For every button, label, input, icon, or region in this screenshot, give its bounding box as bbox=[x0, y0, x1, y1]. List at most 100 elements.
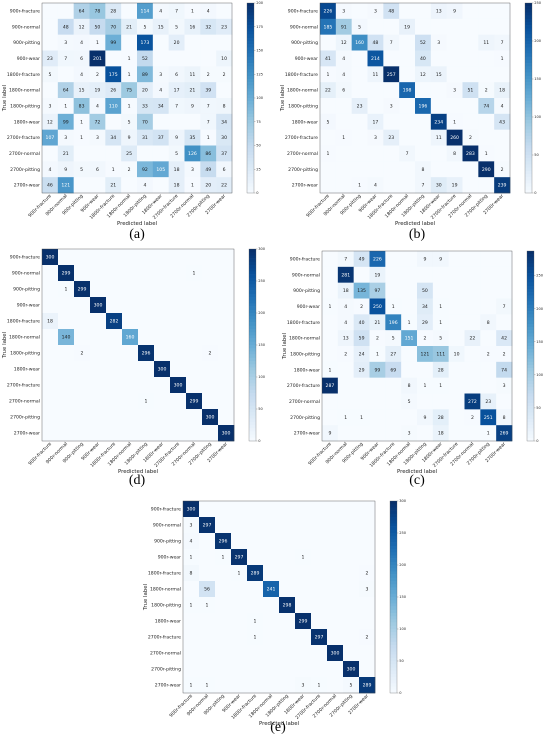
colorbar-segment bbox=[247, 34, 254, 39]
colorbar-segment bbox=[390, 654, 397, 659]
heatmap-cell bbox=[199, 565, 216, 582]
colorbar-segment bbox=[249, 373, 256, 378]
heatmap-cell bbox=[90, 425, 107, 442]
heatmap-cell bbox=[494, 113, 511, 130]
heatmap-cell bbox=[462, 3, 479, 20]
heatmap-cell bbox=[215, 581, 232, 598]
cell-value-label: 6 bbox=[223, 167, 226, 173]
colorbar-segment bbox=[390, 549, 397, 553]
cell-value-label: 1 bbox=[408, 320, 411, 326]
cell-value-label: 99 bbox=[63, 119, 69, 125]
matrix-frame bbox=[321, 250, 513, 442]
y-axis-label: True label bbox=[2, 85, 8, 112]
colorbar-segment bbox=[249, 345, 256, 349]
heatmap-cell bbox=[399, 177, 416, 194]
heatmap-cell bbox=[430, 18, 447, 35]
cell-value-label: 2 bbox=[81, 351, 84, 357]
colorbar-segment bbox=[390, 510, 397, 515]
colorbar-segment bbox=[390, 609, 397, 614]
cell-value-label: 105 bbox=[156, 167, 165, 173]
colorbar-segment bbox=[525, 139, 532, 143]
cell-value-label: 5 bbox=[408, 399, 411, 405]
cell-value-label: 22 bbox=[469, 336, 475, 342]
cell-value-label: 51 bbox=[467, 88, 473, 94]
heatmap-cell bbox=[121, 129, 138, 146]
heatmap-cell bbox=[327, 613, 344, 630]
heatmap-cell bbox=[432, 282, 449, 299]
colorbar-segment bbox=[527, 254, 534, 258]
heatmap-cell bbox=[359, 581, 376, 598]
colorbar-segment bbox=[527, 342, 534, 347]
heatmap-cell bbox=[106, 409, 123, 426]
cell-value-label: 1 bbox=[96, 40, 99, 46]
cell-value-label: 287 bbox=[326, 383, 335, 389]
colorbar-segment bbox=[527, 304, 534, 309]
heatmap-cell bbox=[279, 565, 296, 582]
colorbar-segment bbox=[249, 255, 256, 259]
colorbar-segment bbox=[527, 270, 534, 274]
heatmap-cell bbox=[42, 50, 59, 67]
heatmap-cell bbox=[184, 145, 201, 162]
colorbar-segment bbox=[249, 329, 256, 333]
heatmap-cell bbox=[90, 361, 107, 378]
heatmap-cell bbox=[432, 251, 449, 268]
heatmap-cell bbox=[215, 661, 232, 678]
colorbar-segment bbox=[249, 274, 256, 279]
cell-value-label: 2 bbox=[503, 352, 506, 358]
heatmap-cell bbox=[464, 377, 481, 394]
heatmap-cell bbox=[478, 98, 495, 115]
colorbar-segment bbox=[525, 126, 532, 130]
cell-value-label: 234 bbox=[434, 119, 443, 125]
heatmap-cell bbox=[216, 177, 233, 194]
heatmap-cell bbox=[58, 425, 75, 442]
heatmap-cell bbox=[385, 346, 402, 363]
colorbar-segment bbox=[527, 387, 534, 391]
heatmap-cell bbox=[42, 161, 59, 178]
cell-value-label: 64 bbox=[63, 88, 69, 94]
heatmap-cell bbox=[359, 661, 376, 678]
cell-value-label: 9 bbox=[439, 257, 442, 263]
heatmap-cell bbox=[415, 98, 432, 115]
cell-value-label: 3 bbox=[159, 72, 162, 78]
heatmap-cell bbox=[369, 266, 386, 283]
heatmap-cell bbox=[137, 161, 154, 178]
heatmap-cell bbox=[154, 345, 171, 362]
heatmap-cell bbox=[138, 265, 155, 282]
cell-value-label: 1 bbox=[207, 135, 210, 141]
cell-value-label: 83 bbox=[79, 104, 85, 110]
heatmap-cell bbox=[105, 34, 122, 51]
cell-value-label: 3 bbox=[390, 104, 393, 110]
cell-value-label: 126 bbox=[188, 151, 197, 157]
heatmap-cell bbox=[247, 533, 264, 550]
heatmap-cell bbox=[216, 34, 233, 51]
heatmap-cell bbox=[152, 3, 169, 20]
heatmap-cell bbox=[446, 3, 463, 20]
heatmap-cell bbox=[105, 3, 122, 20]
colorbar-segment bbox=[390, 603, 397, 607]
heatmap-cell bbox=[74, 409, 91, 426]
cell-value-label: 23 bbox=[357, 104, 363, 110]
colorbar-segment bbox=[249, 338, 256, 343]
heatmap-cell bbox=[74, 329, 91, 346]
colorbar-segment bbox=[525, 189, 532, 194]
heatmap-cell bbox=[202, 265, 219, 282]
cell-value-label: 4 bbox=[344, 320, 347, 326]
heatmap-cell bbox=[383, 82, 400, 99]
cell-value-label: 160 bbox=[355, 40, 364, 46]
heatmap-cell bbox=[464, 266, 481, 283]
cell-value-label: 1 bbox=[65, 287, 68, 293]
heatmap-cell bbox=[478, 34, 495, 51]
colorbar-segment bbox=[247, 164, 254, 168]
heatmap-cell bbox=[58, 329, 75, 346]
heatmap-cell bbox=[42, 265, 59, 282]
colorbar-segment bbox=[527, 320, 534, 325]
heatmap-cell bbox=[480, 425, 497, 442]
colorbar-segment bbox=[390, 533, 397, 537]
cell-value-label: 140 bbox=[62, 335, 71, 341]
colorbar-segment bbox=[247, 50, 254, 54]
heatmap-cell bbox=[74, 281, 91, 298]
heatmap-cell bbox=[369, 251, 386, 268]
heatmap-cell bbox=[42, 425, 59, 442]
cell-value-label: 297 bbox=[315, 635, 324, 641]
